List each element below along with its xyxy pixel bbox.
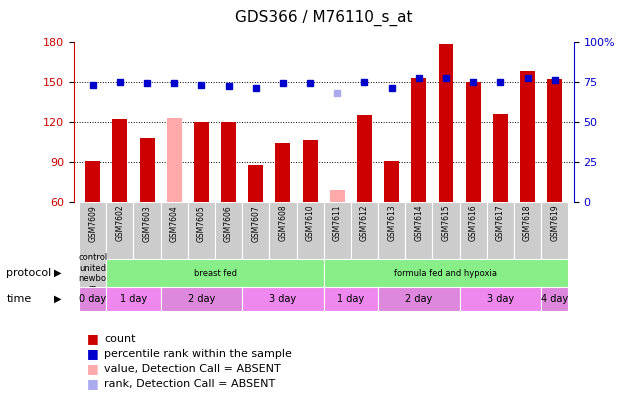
- Text: GSM7606: GSM7606: [224, 205, 233, 242]
- Bar: [276, 143, 290, 202]
- Text: control
united
newbo
rn: control united newbo rn: [78, 253, 107, 293]
- Bar: [297, 202, 324, 259]
- Bar: [167, 118, 182, 202]
- Bar: [140, 138, 154, 202]
- Text: GSM7615: GSM7615: [442, 205, 451, 242]
- Text: GDS366 / M76110_s_at: GDS366 / M76110_s_at: [235, 10, 412, 26]
- Text: rank, Detection Call = ABSENT: rank, Detection Call = ABSENT: [104, 379, 276, 389]
- Bar: [79, 202, 106, 259]
- Text: ■: ■: [87, 377, 98, 390]
- Bar: [324, 287, 378, 311]
- Bar: [85, 160, 100, 202]
- Text: ▶: ▶: [54, 294, 62, 304]
- Bar: [112, 119, 128, 202]
- Bar: [520, 71, 535, 202]
- Text: GSM7607: GSM7607: [251, 205, 260, 242]
- Text: GSM7619: GSM7619: [550, 205, 559, 242]
- Text: GSM7614: GSM7614: [414, 205, 423, 242]
- Bar: [106, 287, 161, 311]
- Bar: [460, 287, 541, 311]
- Bar: [514, 202, 541, 259]
- Bar: [351, 202, 378, 259]
- Text: GSM7603: GSM7603: [142, 205, 151, 242]
- Bar: [433, 202, 460, 259]
- Text: GSM7613: GSM7613: [387, 205, 396, 242]
- Text: 3 day: 3 day: [269, 294, 297, 304]
- Text: GSM7604: GSM7604: [170, 205, 179, 242]
- Bar: [465, 82, 481, 202]
- Text: ■: ■: [87, 362, 98, 375]
- Bar: [188, 202, 215, 259]
- Bar: [378, 287, 460, 311]
- Bar: [242, 202, 269, 259]
- Bar: [547, 79, 562, 202]
- Text: GSM7616: GSM7616: [469, 205, 478, 242]
- Bar: [79, 287, 106, 311]
- Text: ■: ■: [87, 347, 98, 360]
- Text: 1 day: 1 day: [337, 294, 365, 304]
- Bar: [324, 202, 351, 259]
- Text: GSM7602: GSM7602: [115, 205, 124, 242]
- Bar: [215, 202, 242, 259]
- Text: 2 day: 2 day: [405, 294, 433, 304]
- Text: GSM7617: GSM7617: [496, 205, 505, 242]
- Text: 1 day: 1 day: [120, 294, 147, 304]
- Bar: [438, 44, 453, 202]
- Bar: [405, 202, 433, 259]
- Text: 0 day: 0 day: [79, 294, 106, 304]
- Text: formula fed and hypoxia: formula fed and hypoxia: [394, 269, 497, 278]
- Bar: [460, 202, 487, 259]
- Bar: [161, 287, 242, 311]
- Bar: [133, 202, 161, 259]
- Bar: [106, 202, 133, 259]
- Text: ▶: ▶: [54, 268, 62, 278]
- Text: 3 day: 3 day: [487, 294, 514, 304]
- Bar: [412, 78, 426, 202]
- Bar: [541, 202, 569, 259]
- Bar: [303, 141, 317, 202]
- Bar: [378, 202, 405, 259]
- Bar: [106, 259, 324, 287]
- Text: GSM7618: GSM7618: [523, 205, 532, 241]
- Text: GSM7610: GSM7610: [306, 205, 315, 242]
- Bar: [324, 259, 569, 287]
- Text: percentile rank within the sample: percentile rank within the sample: [104, 348, 292, 359]
- Bar: [194, 122, 209, 202]
- Text: 2 day: 2 day: [188, 294, 215, 304]
- Text: breast fed: breast fed: [194, 269, 237, 278]
- Text: GSM7612: GSM7612: [360, 205, 369, 241]
- Text: GSM7609: GSM7609: [88, 205, 97, 242]
- Bar: [384, 160, 399, 202]
- Text: time: time: [6, 294, 31, 304]
- Text: GSM7605: GSM7605: [197, 205, 206, 242]
- Text: count: count: [104, 333, 136, 344]
- Bar: [221, 122, 236, 202]
- Text: protocol: protocol: [6, 268, 52, 278]
- Bar: [493, 114, 508, 202]
- Bar: [269, 202, 297, 259]
- Bar: [79, 259, 106, 287]
- Text: 4 day: 4 day: [541, 294, 568, 304]
- Bar: [330, 190, 345, 202]
- Bar: [161, 202, 188, 259]
- Bar: [242, 287, 324, 311]
- Text: value, Detection Call = ABSENT: value, Detection Call = ABSENT: [104, 364, 281, 374]
- Text: GSM7608: GSM7608: [278, 205, 287, 242]
- Text: ■: ■: [87, 332, 98, 345]
- Bar: [248, 164, 263, 202]
- Bar: [357, 115, 372, 202]
- Text: GSM7611: GSM7611: [333, 205, 342, 241]
- Bar: [487, 202, 514, 259]
- Bar: [541, 287, 569, 311]
